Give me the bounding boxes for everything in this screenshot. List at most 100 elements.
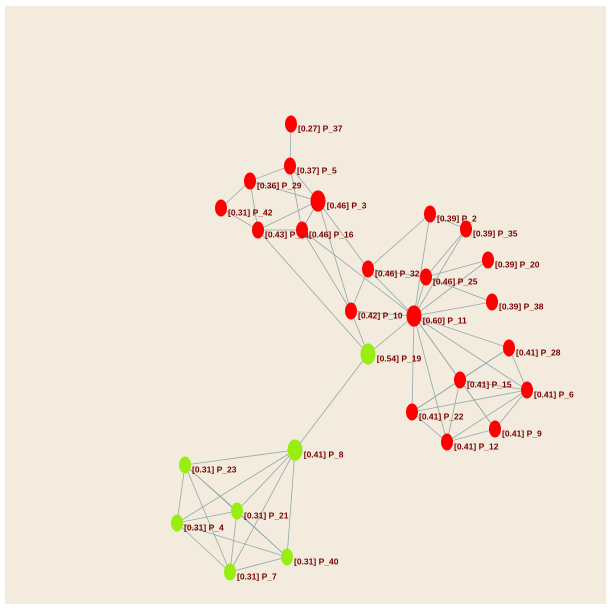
edge [446,428,496,443]
edge [367,268,415,317]
edge [176,464,186,524]
edge [413,315,510,349]
node-label: [0.39] P_2 [437,213,477,223]
node-label: [0.46] P_32 [375,268,420,278]
node-label: [0.60] P_11 [423,315,467,325]
node-label: [0.41] P_9 [502,428,542,438]
edge [367,213,431,270]
node [179,456,191,474]
edge [294,353,369,451]
node [224,563,236,581]
edge [367,268,427,278]
node-label: [0.41] P_15 [467,379,512,389]
edge [176,449,296,524]
node-label: [0.39] P_38 [499,301,544,311]
edge [229,449,296,573]
edge [220,207,259,231]
edge [229,510,238,573]
node-label: [0.31] P_21 [244,510,289,520]
node-label: [0.39] P_35 [473,228,518,238]
node [215,199,227,217]
edge [425,259,489,278]
node [521,381,533,399]
edge [411,389,528,413]
edges [176,123,528,573]
edge [367,315,415,355]
node-label: [0.31] P_4 [184,522,224,532]
edge [411,411,448,443]
node [287,439,303,461]
node [362,260,374,278]
edge [176,510,238,524]
edge [413,259,489,317]
node-label: [0.46] P_16 [309,229,354,239]
node [171,514,183,532]
node-label: [0.42] P_10 [358,310,403,320]
edge [413,301,493,317]
edge [301,229,352,312]
edge [446,389,528,443]
edge [236,510,288,558]
edge [301,229,415,317]
node [284,157,296,175]
node-label: [0.46] P_25 [433,276,478,286]
edge [350,310,415,317]
edge [411,315,415,413]
edge [257,200,319,231]
edge [289,165,303,231]
node [454,371,466,389]
node [489,420,501,438]
node-label: [0.36] P_29 [257,180,302,190]
node-label: [0.46] P_3 [327,200,367,210]
edge [446,379,461,443]
node [345,302,357,320]
node [406,305,422,327]
edge [184,449,296,466]
edge [429,213,467,230]
node-label: [0.41] P_22 [419,411,464,421]
node [310,190,326,212]
edge [257,229,369,355]
edge [494,389,528,430]
node-label: [0.39] P_20 [495,259,540,269]
node-label: [0.37] P_5 [297,165,337,175]
node [296,221,308,239]
node [252,221,264,239]
node [281,548,293,566]
edge [413,315,448,443]
node [460,220,472,238]
edge [317,200,369,270]
edge [425,276,493,303]
edge [317,200,352,312]
edge [459,379,496,430]
edge [229,556,288,573]
node-label: [0.31] P_7 [237,571,277,581]
node-label: [0.31] P_40 [294,556,339,566]
node [360,343,376,365]
node-label: [0.54] P_19 [377,353,422,363]
edge [411,379,461,413]
edge [249,165,291,182]
edge [236,449,296,512]
node [424,205,436,223]
node-label: [0.43] P_41 [265,229,310,239]
node [231,502,243,520]
edge [413,315,528,391]
node [482,251,494,269]
node-label: [0.27] P_37 [298,123,343,133]
canvas [5,6,606,604]
edge [413,228,467,317]
node [420,268,432,286]
edge [425,228,467,278]
node [441,433,453,451]
node-label: [0.41] P_8 [304,449,344,459]
edge [459,379,528,391]
edge [413,213,431,317]
edge [286,449,296,558]
node [503,339,515,357]
edge [176,522,231,573]
node [244,172,256,190]
node-label: [0.31] P_23 [192,464,237,474]
edge [176,522,288,558]
